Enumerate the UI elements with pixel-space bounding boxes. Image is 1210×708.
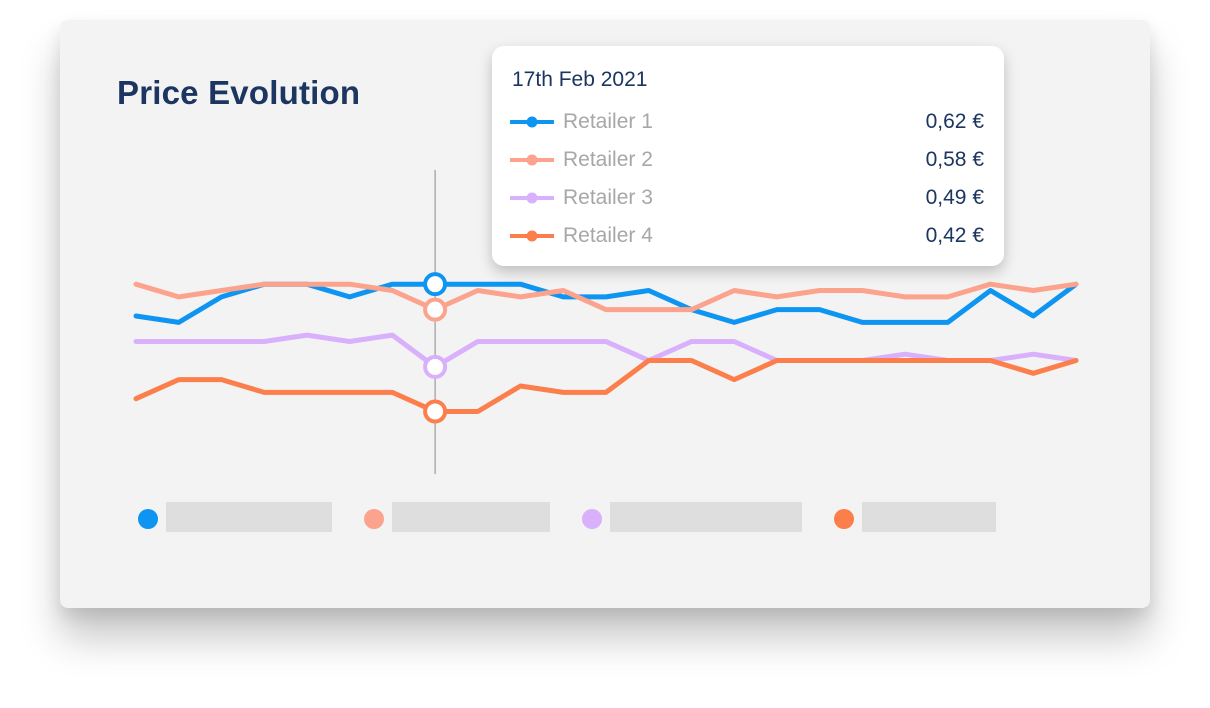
hover-point-retailer-2[interactable] (423, 297, 448, 322)
tooltip-row-retailer-3: Retailer 3 0,49 € (510, 184, 984, 214)
tooltip-series-value: 0,42 € (925, 224, 984, 247)
legend-label-placeholder[interactable] (166, 502, 332, 532)
tooltip-series-value: 0,49 € (925, 186, 984, 209)
hover-point-retailer-1[interactable] (423, 272, 448, 297)
legend-dot-retailer-2[interactable] (364, 509, 384, 529)
page-title: Price Evolution (117, 74, 361, 111)
series-line-retailer-3[interactable] (133, 332, 1079, 370)
retailer-2-line-marker-icon (510, 154, 554, 166)
series-line-retailer-4[interactable] (133, 358, 1079, 414)
tooltip-row-retailer-2: Retailer 2 0,58 € (510, 146, 984, 176)
legend-dot-retailer-1[interactable] (138, 509, 158, 529)
retailer-3-line-marker-icon (510, 192, 554, 204)
tooltip-date: 17th Feb 2021 (512, 68, 648, 91)
tooltip-series-value: 0,58 € (925, 148, 984, 171)
price-line-chart[interactable] (60, 20, 1150, 608)
series-line-retailer-1[interactable] (133, 281, 1079, 325)
hover-point-retailer-3[interactable] (423, 354, 448, 379)
retailer-4-line-marker-icon (510, 230, 554, 242)
tooltip-series-name: Retailer 4 (563, 224, 653, 247)
legend-label-placeholder[interactable] (610, 502, 802, 532)
legend-label-placeholder[interactable] (862, 502, 996, 532)
legend-dot-retailer-4[interactable] (834, 509, 854, 529)
tooltip-series-name: Retailer 2 (563, 148, 653, 171)
tooltip-row-retailer-4: Retailer 4 0,42 € (510, 222, 984, 252)
series-line-retailer-2[interactable] (133, 281, 1079, 313)
tooltip-series-value: 0,62 € (925, 110, 984, 133)
hover-point-retailer-4[interactable] (423, 399, 448, 424)
legend-dot-retailer-3[interactable] (582, 509, 602, 529)
chart-tooltip: 17th Feb 2021 Retailer 1 0,62 € Retailer… (492, 46, 1004, 266)
tooltip-series-name: Retailer 1 (563, 110, 653, 133)
price-evolution-card: Price Evolution 17th Feb 2021 Retailer 1… (60, 20, 1150, 608)
retailer-1-line-marker-icon (510, 116, 554, 128)
legend-label-placeholder[interactable] (392, 502, 550, 532)
tooltip-series-name: Retailer 3 (563, 186, 653, 209)
tooltip-row-retailer-1: Retailer 1 0,62 € (510, 108, 984, 138)
